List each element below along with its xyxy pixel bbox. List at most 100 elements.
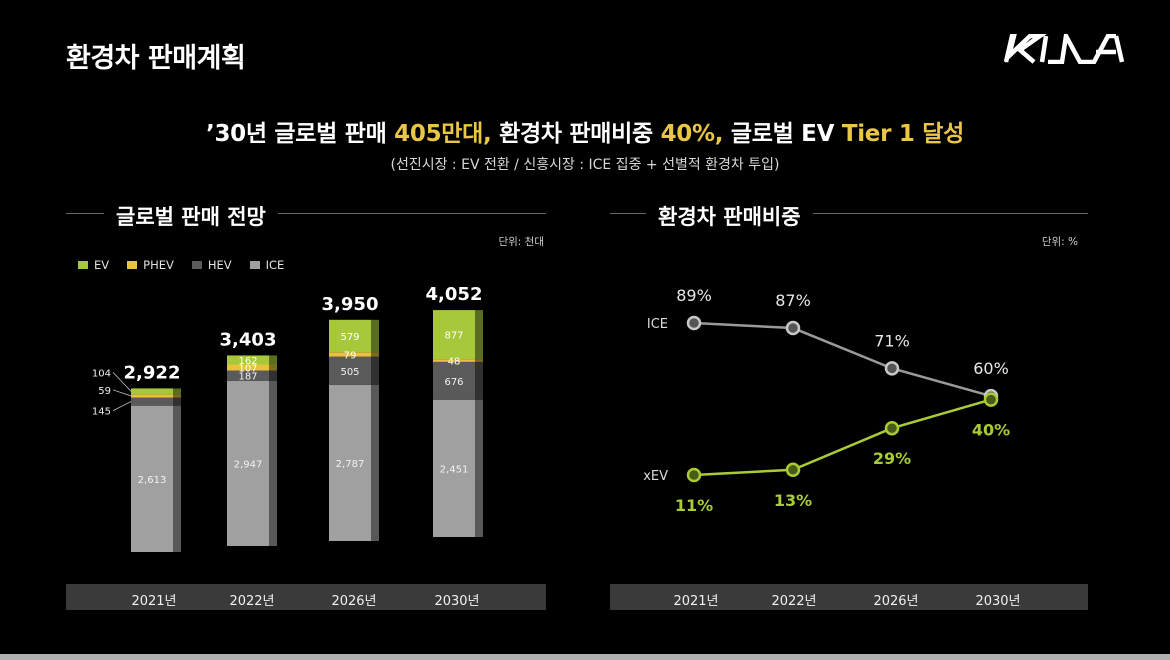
legend-label-ice: ICE	[265, 258, 285, 272]
xev-point-0	[686, 467, 702, 483]
bar-side-ev-1	[269, 355, 277, 365]
bar-total-label-2: 3,950	[322, 294, 379, 315]
legend-swatch-hev	[191, 261, 202, 269]
bar-ice-0	[131, 405, 173, 552]
bar-x-label-2022: 2022년	[229, 594, 275, 609]
bar-total-label-3: 4,052	[426, 284, 483, 305]
ice-point-0	[686, 315, 702, 331]
bar-chart-title: 글로벌 판매 전망	[104, 201, 278, 231]
ice-point-1	[785, 320, 801, 336]
bar-value-ev-1: 162	[238, 356, 257, 367]
ice-value-label-0: 89%	[676, 286, 712, 305]
footer-bar	[0, 654, 1170, 660]
bar-value-ice-1: 2,947	[234, 459, 263, 470]
xev-value-label-1: 13%	[774, 491, 812, 510]
bar-value-hev-0: 145	[92, 407, 111, 418]
ice-line	[693, 321, 992, 398]
legend-swatch-phev	[127, 261, 138, 269]
ice-series-label: ICE	[647, 317, 668, 332]
headline-part1: ’30년 글로벌 판매	[206, 121, 395, 147]
bar-hev-2	[329, 356, 371, 385]
bar-side-phev-2	[371, 352, 379, 357]
headline-highlight-share: 40%,	[660, 121, 724, 147]
bar-hev-1	[227, 370, 269, 381]
bar-side-ev-3	[475, 310, 483, 360]
bar-value-phev-1: 107	[238, 364, 257, 375]
ice-value-label-2: 71%	[874, 331, 910, 350]
bar-side-hev-2	[371, 356, 379, 385]
bar-value-hev-1: 187	[238, 372, 257, 383]
page-title: 환경차 판매계획	[66, 43, 246, 74]
headline: ’30년 글로벌 판매 405만대, 환경차 판매비중 40%, 글로벌 EV …	[0, 114, 1170, 148]
ice-value-label-1: 87%	[775, 291, 811, 310]
legend-label-phev: PHEV	[143, 258, 174, 272]
bar-x-label-2026: 2026년	[331, 594, 377, 609]
bar-phev-0	[131, 394, 173, 398]
bar-ice-2	[329, 384, 371, 541]
bar-side-hev-1	[269, 370, 277, 381]
xev-value-label-2: 29%	[873, 449, 911, 468]
bar-value-ice-0: 2,613	[138, 475, 167, 486]
legend-swatch-ev	[78, 261, 88, 269]
bar-ice-3	[433, 399, 475, 537]
line-x-label-2030: 2030년	[975, 594, 1021, 609]
bar-value-phev-0: 59	[98, 386, 111, 397]
bar-value-ice-2: 2,787	[336, 459, 365, 470]
kia-logo	[1003, 29, 1125, 68]
line-chart-title: 환경차 판매비중	[646, 201, 813, 231]
xev-point-1	[785, 462, 801, 478]
line-chart-unit: 단위: %	[1041, 236, 1078, 248]
bar-total-label-0: 2,922	[124, 362, 181, 383]
bar-hev-0	[131, 397, 173, 406]
bar-value-phev-3: 48	[448, 357, 461, 368]
ice-value-label-3: 60%	[973, 359, 1009, 378]
bar-value-phev-2: 79	[344, 350, 357, 361]
line-x-label-2022: 2022년	[771, 594, 817, 609]
bar-ev-0	[131, 388, 173, 395]
ice-point-2	[884, 361, 900, 376]
bar-leader-phev-0	[112, 389, 132, 397]
headline-part3: 글로벌 EV	[723, 121, 842, 147]
bar-value-ice-3: 2,451	[440, 464, 469, 475]
bar-value-ev-3: 877	[444, 331, 463, 342]
legend-item-ice: ICE	[249, 258, 285, 272]
xev-point-2	[884, 420, 900, 436]
bar-x-label-2030: 2030년	[434, 594, 480, 609]
line-chart-axis-band	[610, 584, 1088, 610]
bar-side-ice-0	[173, 405, 181, 552]
bar-side-phev-1	[269, 364, 277, 371]
bar-ev-1	[227, 355, 269, 365]
bar-value-ev-0: 104	[92, 368, 111, 379]
bar-value-ev-2: 579	[340, 332, 359, 343]
left-section-divider	[66, 213, 546, 214]
xev-series-label: xEV	[643, 469, 668, 484]
xev-value-label-3: 40%	[972, 421, 1010, 440]
bar-side-ev-0	[173, 388, 181, 395]
bar-value-hev-3: 676	[444, 377, 463, 388]
bar-side-ice-1	[269, 380, 277, 546]
bar-phev-3	[433, 359, 475, 362]
xev-value-label-0: 11%	[675, 496, 713, 515]
bar-chart-unit: 단위: 천대	[498, 236, 544, 248]
bar-side-hev-3	[475, 361, 483, 400]
bar-chart-legend: EV PHEV HEV ICE	[78, 258, 284, 272]
legend-item-hev: HEV	[191, 258, 232, 272]
bar-ev-3	[433, 310, 475, 360]
bar-value-hev-2: 505	[340, 367, 359, 378]
bar-side-ev-2	[371, 319, 379, 353]
line-x-label-2021: 2021년	[673, 594, 719, 609]
bar-ice-1	[227, 380, 269, 546]
xev-point-3	[983, 392, 999, 407]
right-section-divider	[610, 213, 1088, 214]
headline-part2: 환경차 판매비중	[491, 121, 661, 147]
xev-line	[693, 398, 992, 477]
legend-swatch-ice	[249, 261, 260, 269]
bar-x-label-2021: 2021년	[131, 594, 177, 609]
headline-highlight-sales: 405만대,	[394, 121, 492, 147]
line-x-label-2026: 2026년	[873, 594, 919, 609]
line-chart: ICE 89% 87% 71% 60% xEV 11% 13% 29% 40%	[643, 286, 1010, 515]
bar-side-phev-3	[475, 359, 483, 362]
headline-highlight-tier: Tier 1 달성	[841, 121, 964, 147]
bar-side-hev-0	[173, 397, 181, 406]
